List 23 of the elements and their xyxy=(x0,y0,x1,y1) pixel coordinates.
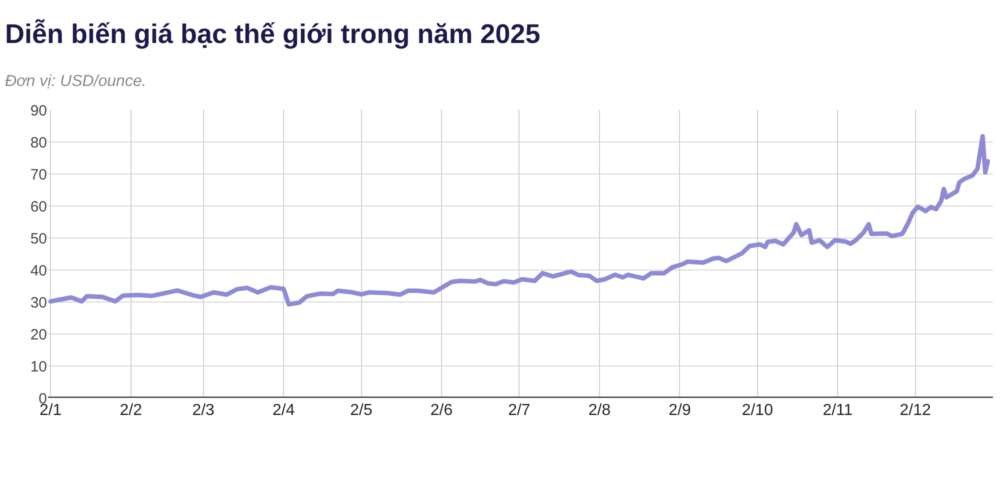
x-tick-label: 2/6 xyxy=(430,402,453,419)
y-tick-label: 20 xyxy=(30,326,47,344)
line-series xyxy=(48,134,990,306)
x-tick-label: 2/2 xyxy=(120,402,142,419)
chart-subtitle: Đơn vị: USD/ounce. xyxy=(5,72,146,90)
y-tick-label: 80 xyxy=(30,134,47,152)
y-tick-label: 40 xyxy=(30,262,47,280)
x-tick-label: 2/8 xyxy=(588,402,611,419)
x-tick-label: 2/10 xyxy=(742,402,774,419)
x-tick-label: 2/12 xyxy=(900,402,931,419)
x-tick-label: 2/4 xyxy=(272,402,295,419)
y-tick-label: 70 xyxy=(30,166,47,184)
y-tick-label: 50 xyxy=(30,230,47,248)
x-tick-label: 2/9 xyxy=(668,402,691,419)
x-tick-label: 2/11 xyxy=(822,402,853,419)
x-tick-label: 2/5 xyxy=(350,402,372,419)
x-tick-label: 2/3 xyxy=(192,402,215,419)
chart-title: Diễn biến giá bạc thế giới trong năm 2025 xyxy=(5,19,540,50)
y-tick-label: 90 xyxy=(30,102,47,120)
y-tick-label: 30 xyxy=(30,294,47,312)
y-tick-label: 10 xyxy=(30,358,47,376)
x-tick-label: 2/7 xyxy=(508,402,530,419)
y-tick-label: 60 xyxy=(30,198,47,216)
